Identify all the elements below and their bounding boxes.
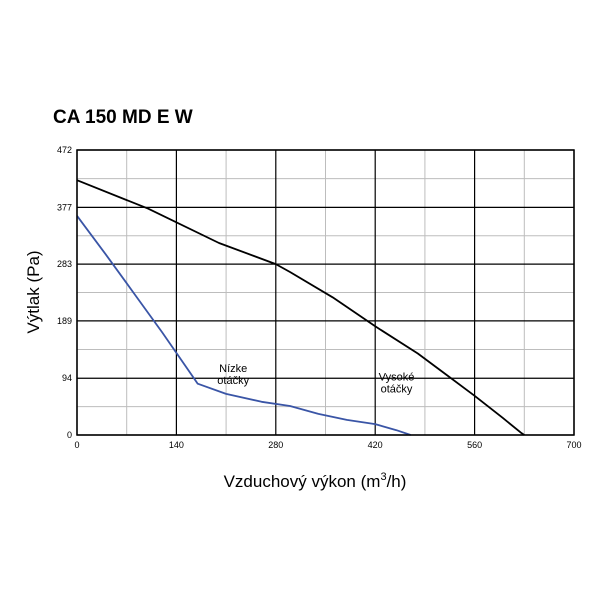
chart-title: CA 150 MD E W <box>53 107 193 128</box>
y-tick-label-5: 472 <box>57 145 72 155</box>
x-tick-labels: 0 140 280 420 560 700 <box>74 440 581 450</box>
x-axis-label-end: /h) <box>387 472 407 491</box>
y-tick-labels: 0 94 189 283 377 472 <box>57 145 72 440</box>
x-tick-label-1: 140 <box>169 440 184 450</box>
annotation-1-line-1: otáčky <box>381 384 413 396</box>
annotation-0: Nízke otáčky <box>217 363 249 387</box>
x-tick-label-0: 0 <box>74 440 79 450</box>
x-axis-label-main: Vzduchový výkon (m <box>224 472 381 491</box>
y-tick-label-3: 283 <box>57 259 72 269</box>
y-tick-label-4: 377 <box>57 202 72 212</box>
annotation-1: Vysoké otáčky <box>379 372 415 396</box>
x-tick-label-5: 700 <box>566 440 581 450</box>
annotation-0-line-1: otáčky <box>217 375 249 387</box>
x-tick-label-4: 560 <box>467 440 482 450</box>
y-tick-label-0: 0 <box>67 430 72 440</box>
annotation-1-line-0: Vysoké <box>379 372 415 384</box>
annotation-0-line-0: Nízke <box>219 363 247 375</box>
x-axis-label: Vzduchový výkon (m3/h) <box>224 471 407 491</box>
y-axis-label: Výtlak (Pa) <box>24 250 43 333</box>
plot-frame <box>76 149 575 436</box>
y-tick-label-1: 94 <box>62 373 72 383</box>
series-line-0 <box>76 179 525 436</box>
x-axis-label-sup: 3 <box>380 471 386 483</box>
series-lines <box>76 179 525 436</box>
x-tick-label-3: 420 <box>368 440 383 450</box>
series-line-1 <box>76 215 411 436</box>
annotations: Nízke otáčky Vysoké otáčky <box>217 363 414 395</box>
x-tick-label-2: 280 <box>268 440 283 450</box>
y-tick-label-2: 189 <box>57 316 72 326</box>
